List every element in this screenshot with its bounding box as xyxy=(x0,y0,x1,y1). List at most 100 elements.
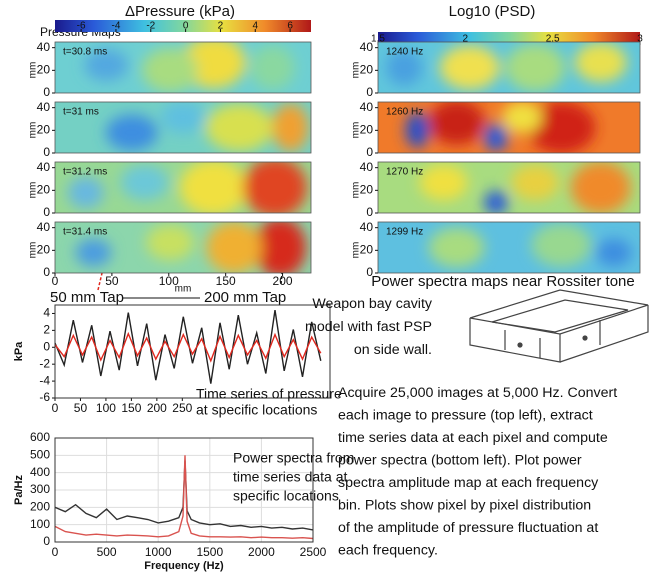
data-line xyxy=(54,455,314,540)
model-note: on side wall. xyxy=(354,342,432,358)
y-tick-label: 0 xyxy=(43,145,50,159)
y-tick-label: 40 xyxy=(360,100,374,114)
y-axis-label: mm xyxy=(28,62,39,79)
x-tick-label: 250 xyxy=(172,401,192,415)
map-frame xyxy=(377,41,641,94)
map-frame xyxy=(377,161,641,214)
heat-blob xyxy=(146,224,195,261)
map-label: 1270 Hz xyxy=(386,167,423,178)
heat-blob xyxy=(67,176,104,209)
x-tick-label: 200 xyxy=(147,401,167,415)
map-label: t=31.4 ms xyxy=(63,227,107,238)
y-tick-label: 400 xyxy=(30,465,50,479)
y-tick-label: 4 xyxy=(43,306,50,320)
y-axis-label: mm xyxy=(28,242,39,259)
heat-map xyxy=(55,222,311,273)
colorbar-label: 3 xyxy=(637,34,643,45)
colorbar xyxy=(55,20,311,32)
x-tick-label: 150 xyxy=(216,274,236,288)
y-tick-label: 40 xyxy=(37,220,51,234)
y-tick-label: 20 xyxy=(360,183,374,197)
heat-blob xyxy=(250,45,295,90)
y-axis-label: mm xyxy=(351,182,362,199)
heat-map-texture xyxy=(419,162,631,213)
y-tick-label: 20 xyxy=(360,123,374,137)
colorbar-label: 4 xyxy=(252,21,258,32)
y-tick-label: 20 xyxy=(360,243,374,257)
heat-blob xyxy=(206,222,263,273)
heat-blob xyxy=(502,102,543,134)
heat-map-texture xyxy=(428,222,632,268)
x-tick-label: 2500 xyxy=(300,545,327,559)
colorbar-label: 2 xyxy=(463,34,469,45)
heat-map xyxy=(378,42,640,93)
plot-frame xyxy=(54,437,314,543)
heat-blob xyxy=(243,162,308,213)
y-tick-label: 200 xyxy=(30,500,50,514)
y-tick-label: 0 xyxy=(43,339,50,353)
y-tick-label: 600 xyxy=(30,430,50,444)
tap-label: 200 mm Tap xyxy=(204,289,286,306)
y-tick-label: 40 xyxy=(37,160,51,174)
y-tick-label: -4 xyxy=(39,373,50,387)
heat-blob xyxy=(181,42,246,89)
annotation: Time series of pressure xyxy=(196,386,342,402)
x-tick-label: 0 xyxy=(52,545,59,559)
heat-map-texture xyxy=(84,42,295,93)
heat-blob xyxy=(428,102,485,145)
y-tick-label: 0 xyxy=(366,205,373,219)
x-tick-label: 100 xyxy=(96,401,116,415)
description-line: of the amplitude of pressure fluctuation… xyxy=(338,520,598,536)
heat-blob xyxy=(505,43,566,92)
y-axis-label: Pa/Hz xyxy=(13,475,25,505)
data-line xyxy=(54,331,322,363)
psd-title: Log10 (PSD) xyxy=(449,3,536,20)
map-frame xyxy=(54,101,312,154)
heat-blob xyxy=(483,123,508,152)
y-tick-label: 20 xyxy=(37,63,51,77)
x-axis-label: Frequency (Hz) xyxy=(144,560,224,572)
y-axis-label: mm xyxy=(351,122,362,139)
heat-map-texture xyxy=(386,42,627,92)
heat-map xyxy=(378,162,640,213)
heat-map xyxy=(378,222,640,273)
y-axis-label: mm xyxy=(28,182,39,199)
map-label: 1260 Hz xyxy=(386,107,423,118)
description-line: Acquire 25,000 images at 5,000 Hz. Conve… xyxy=(338,385,617,401)
cavity-model xyxy=(469,289,649,363)
colorbar-label: 2 xyxy=(218,21,224,32)
x-tick-label: 1500 xyxy=(196,545,223,559)
y-tick-label: 0 xyxy=(43,85,50,99)
heat-blob xyxy=(386,49,423,86)
pressure-title: ΔPressure (kPa) xyxy=(125,3,235,20)
y-tick-label: 0 xyxy=(366,265,373,279)
map-frame xyxy=(377,101,641,154)
y-tick-label: 0 xyxy=(366,145,373,159)
y-tick-label: 500 xyxy=(30,448,50,462)
y-tick-label: 0 xyxy=(43,265,50,279)
y-axis-label: mm xyxy=(351,62,362,79)
heat-map-texture xyxy=(67,162,308,213)
x-tick-label: 150 xyxy=(121,401,141,415)
description-line: bin. Plots show pixel by pixel distribut… xyxy=(338,497,591,513)
map-frame xyxy=(54,221,312,274)
heat-blob xyxy=(84,48,129,81)
heat-map xyxy=(55,162,311,213)
heat-map xyxy=(55,102,311,153)
y-tick-label: 20 xyxy=(360,63,374,77)
description-line: time series data at each pixel and compu… xyxy=(338,430,608,446)
y-tick-label: 20 xyxy=(37,123,51,137)
map-label: t=31.2 ms xyxy=(63,167,107,178)
x-tick-label: 100 xyxy=(159,274,179,288)
heat-blob xyxy=(161,102,205,134)
map-frame xyxy=(54,161,312,214)
map-label: t=30.8 ms xyxy=(63,47,107,58)
x-tick-label: 200 xyxy=(273,274,293,288)
y-tick-label: 40 xyxy=(360,40,374,54)
y-axis-label: mm xyxy=(351,242,362,259)
x-tick-label: 500 xyxy=(97,545,117,559)
heat-blob xyxy=(428,227,485,268)
tap-label: 50 mm Tap xyxy=(50,289,124,306)
colorbar-label: 6 xyxy=(287,21,293,32)
heat-blob xyxy=(483,190,508,213)
